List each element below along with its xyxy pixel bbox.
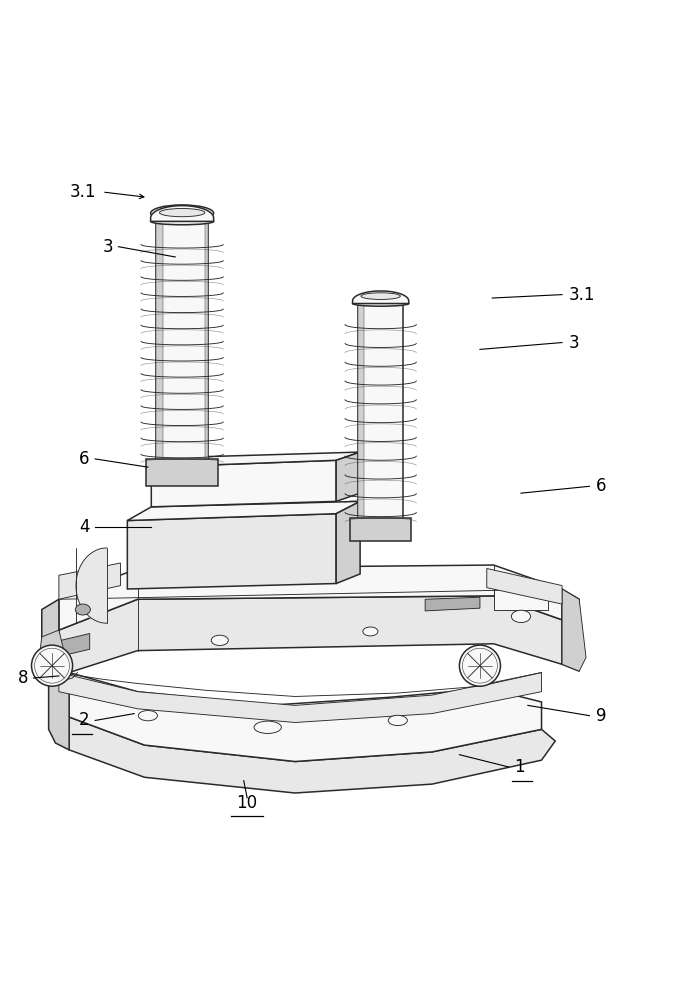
- Polygon shape: [42, 599, 59, 681]
- Polygon shape: [204, 223, 208, 462]
- Polygon shape: [353, 291, 409, 304]
- Polygon shape: [425, 597, 480, 611]
- Polygon shape: [487, 568, 562, 604]
- Circle shape: [32, 645, 73, 686]
- Text: 8: 8: [18, 669, 28, 687]
- Circle shape: [34, 648, 69, 683]
- Polygon shape: [128, 501, 360, 521]
- Ellipse shape: [361, 293, 401, 299]
- Ellipse shape: [75, 604, 91, 615]
- Polygon shape: [151, 206, 213, 221]
- Polygon shape: [69, 673, 541, 762]
- Polygon shape: [358, 305, 403, 522]
- Circle shape: [462, 648, 497, 683]
- Ellipse shape: [159, 208, 205, 217]
- Text: 9: 9: [596, 707, 607, 725]
- Polygon shape: [350, 518, 412, 541]
- Polygon shape: [146, 459, 218, 486]
- Polygon shape: [59, 565, 562, 630]
- Text: 3.1: 3.1: [569, 286, 595, 304]
- Text: 3: 3: [103, 238, 114, 256]
- Polygon shape: [38, 630, 69, 681]
- Ellipse shape: [211, 635, 228, 645]
- Polygon shape: [358, 305, 364, 522]
- Text: 2: 2: [79, 711, 90, 729]
- Polygon shape: [336, 501, 360, 584]
- Polygon shape: [69, 717, 555, 793]
- Text: 3: 3: [569, 334, 580, 352]
- Ellipse shape: [363, 627, 378, 636]
- Text: 6: 6: [79, 450, 90, 468]
- Polygon shape: [494, 586, 548, 610]
- Polygon shape: [59, 563, 121, 599]
- Ellipse shape: [151, 205, 213, 221]
- Text: 6: 6: [596, 477, 607, 495]
- Text: 3.1: 3.1: [70, 183, 97, 201]
- Polygon shape: [562, 589, 579, 671]
- Text: 10: 10: [237, 794, 258, 812]
- Polygon shape: [59, 673, 541, 722]
- Polygon shape: [336, 452, 360, 501]
- Polygon shape: [152, 460, 336, 507]
- Ellipse shape: [353, 301, 409, 306]
- Polygon shape: [49, 673, 69, 750]
- Polygon shape: [156, 223, 163, 462]
- Polygon shape: [152, 452, 360, 467]
- Polygon shape: [562, 589, 586, 671]
- Ellipse shape: [139, 711, 158, 721]
- Polygon shape: [128, 514, 336, 589]
- Text: 1: 1: [514, 758, 525, 776]
- Polygon shape: [61, 633, 90, 656]
- Circle shape: [460, 645, 501, 686]
- Ellipse shape: [151, 218, 213, 225]
- Ellipse shape: [388, 715, 407, 726]
- Ellipse shape: [512, 610, 530, 623]
- Text: 4: 4: [79, 518, 90, 536]
- Ellipse shape: [254, 721, 281, 733]
- Polygon shape: [59, 596, 562, 673]
- Polygon shape: [156, 223, 208, 462]
